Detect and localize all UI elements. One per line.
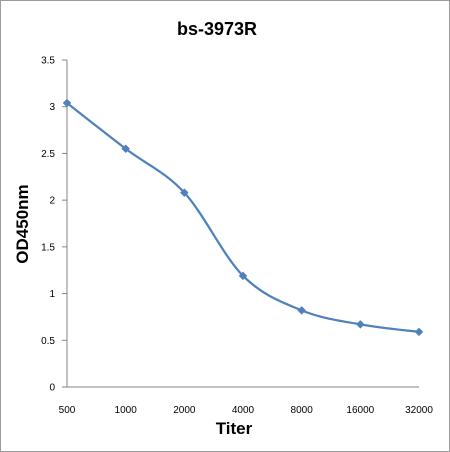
- y-tick-label: 2.5: [41, 149, 55, 160]
- y-tick-label: 1: [49, 289, 55, 300]
- data-point-marker: [238, 271, 248, 281]
- y-tick-label: 0.5: [41, 336, 55, 347]
- y-tick-label: 0: [49, 383, 55, 394]
- axes: [66, 60, 419, 388]
- x-tick-label: 16000: [346, 405, 374, 416]
- x-tick-label: 4000: [232, 405, 255, 416]
- x-axis-ticks: 500 1000 2000 4000 8000 16000 32000: [59, 405, 434, 416]
- series-group: [62, 98, 424, 337]
- data-point-marker: [297, 306, 307, 315]
- x-axis-title: Titer: [216, 419, 253, 438]
- y-tick-label: 3.5: [41, 56, 55, 67]
- y-tick-label: 1.5: [41, 242, 55, 253]
- x-tick-label: 1000: [115, 405, 138, 416]
- y-tick-label: 3: [49, 102, 55, 113]
- chart-title: bs-3973R: [177, 19, 257, 39]
- x-tick-label: 2000: [173, 405, 196, 416]
- data-point-marker: [62, 98, 72, 108]
- x-tick-label: 500: [59, 405, 76, 416]
- y-axis-ticks: 0 0.5 1 1.5 2 2.5 3 3.5: [41, 56, 67, 394]
- y-axis-title: OD450nm: [13, 184, 32, 263]
- data-point-marker: [355, 320, 365, 329]
- y-tick-label: 2: [49, 196, 55, 207]
- x-tick-label: 8000: [291, 405, 314, 416]
- series-line: [66, 102, 420, 333]
- data-point-marker: [121, 144, 131, 154]
- data-point-marker: [179, 188, 189, 198]
- x-tick-label: 32000: [405, 405, 433, 416]
- data-point-marker: [414, 327, 424, 337]
